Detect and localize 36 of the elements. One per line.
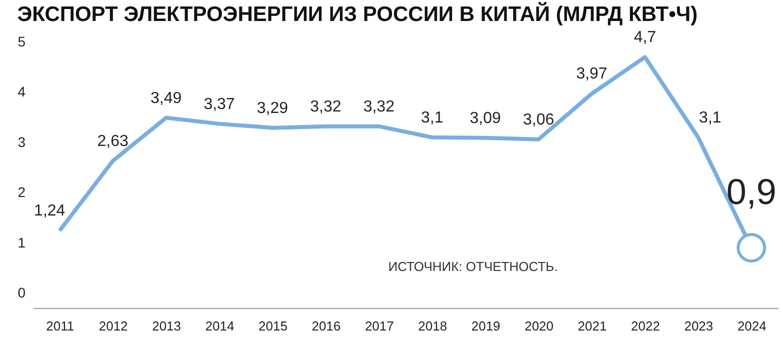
x-tick-label: 2012 (98, 318, 128, 334)
data-label: 3,97 (576, 66, 608, 83)
data-label: 3,32 (363, 98, 395, 116)
x-tick-label: 2023 (684, 318, 714, 334)
y-tick-label: 4 (18, 84, 26, 100)
data-label: 3,29 (256, 100, 288, 117)
y-tick-label: 0 (18, 284, 26, 300)
data-label: 3,09 (470, 110, 501, 127)
data-label: 3,32 (310, 98, 342, 116)
data-label: 1,24 (34, 202, 66, 220)
x-tick-label: 2016 (312, 318, 341, 334)
x-tick-label: 2011 (46, 318, 74, 334)
x-tick-label: 2019 (471, 318, 500, 334)
data-label: 2,63 (97, 132, 128, 150)
y-tick-label: 2 (18, 184, 26, 200)
data-label: 3,1 (420, 109, 444, 126)
data-label: 3,06 (522, 111, 554, 128)
x-tick-label: 2021 (578, 318, 607, 334)
x-tick-label: 2018 (418, 318, 448, 334)
x-tick-label: 2022 (631, 318, 660, 334)
x-tick-label: 2017 (364, 318, 394, 334)
annotation: ИСТОЧНИК: ОТЧЕТНОСТЬ. (388, 259, 558, 274)
data-label: 4,7 (634, 29, 656, 46)
x-tick-label: 2013 (152, 318, 181, 334)
data-label: 3,49 (150, 90, 182, 107)
x-tick-label: 2024 (737, 318, 766, 334)
x-tick-label: 2015 (258, 318, 288, 334)
y-tick-label: 5 (18, 34, 26, 50)
y-tick-label: 1 (18, 234, 26, 250)
data-label: 3,37 (204, 96, 235, 113)
y-tick-label: 3 (18, 134, 26, 150)
annotation: 0,9 (726, 170, 776, 212)
data-label: 3,1 (699, 109, 722, 126)
x-tick-label: 2020 (524, 318, 554, 334)
chart-title: ЭКСПОРТ ЭЛЕКТРОЭНЕРГИИ ИЗ РОССИИ В КИТАЙ (МЛРД КВТ•Ч) (17, 1, 698, 26)
x-tick-label: 2014 (205, 318, 234, 334)
